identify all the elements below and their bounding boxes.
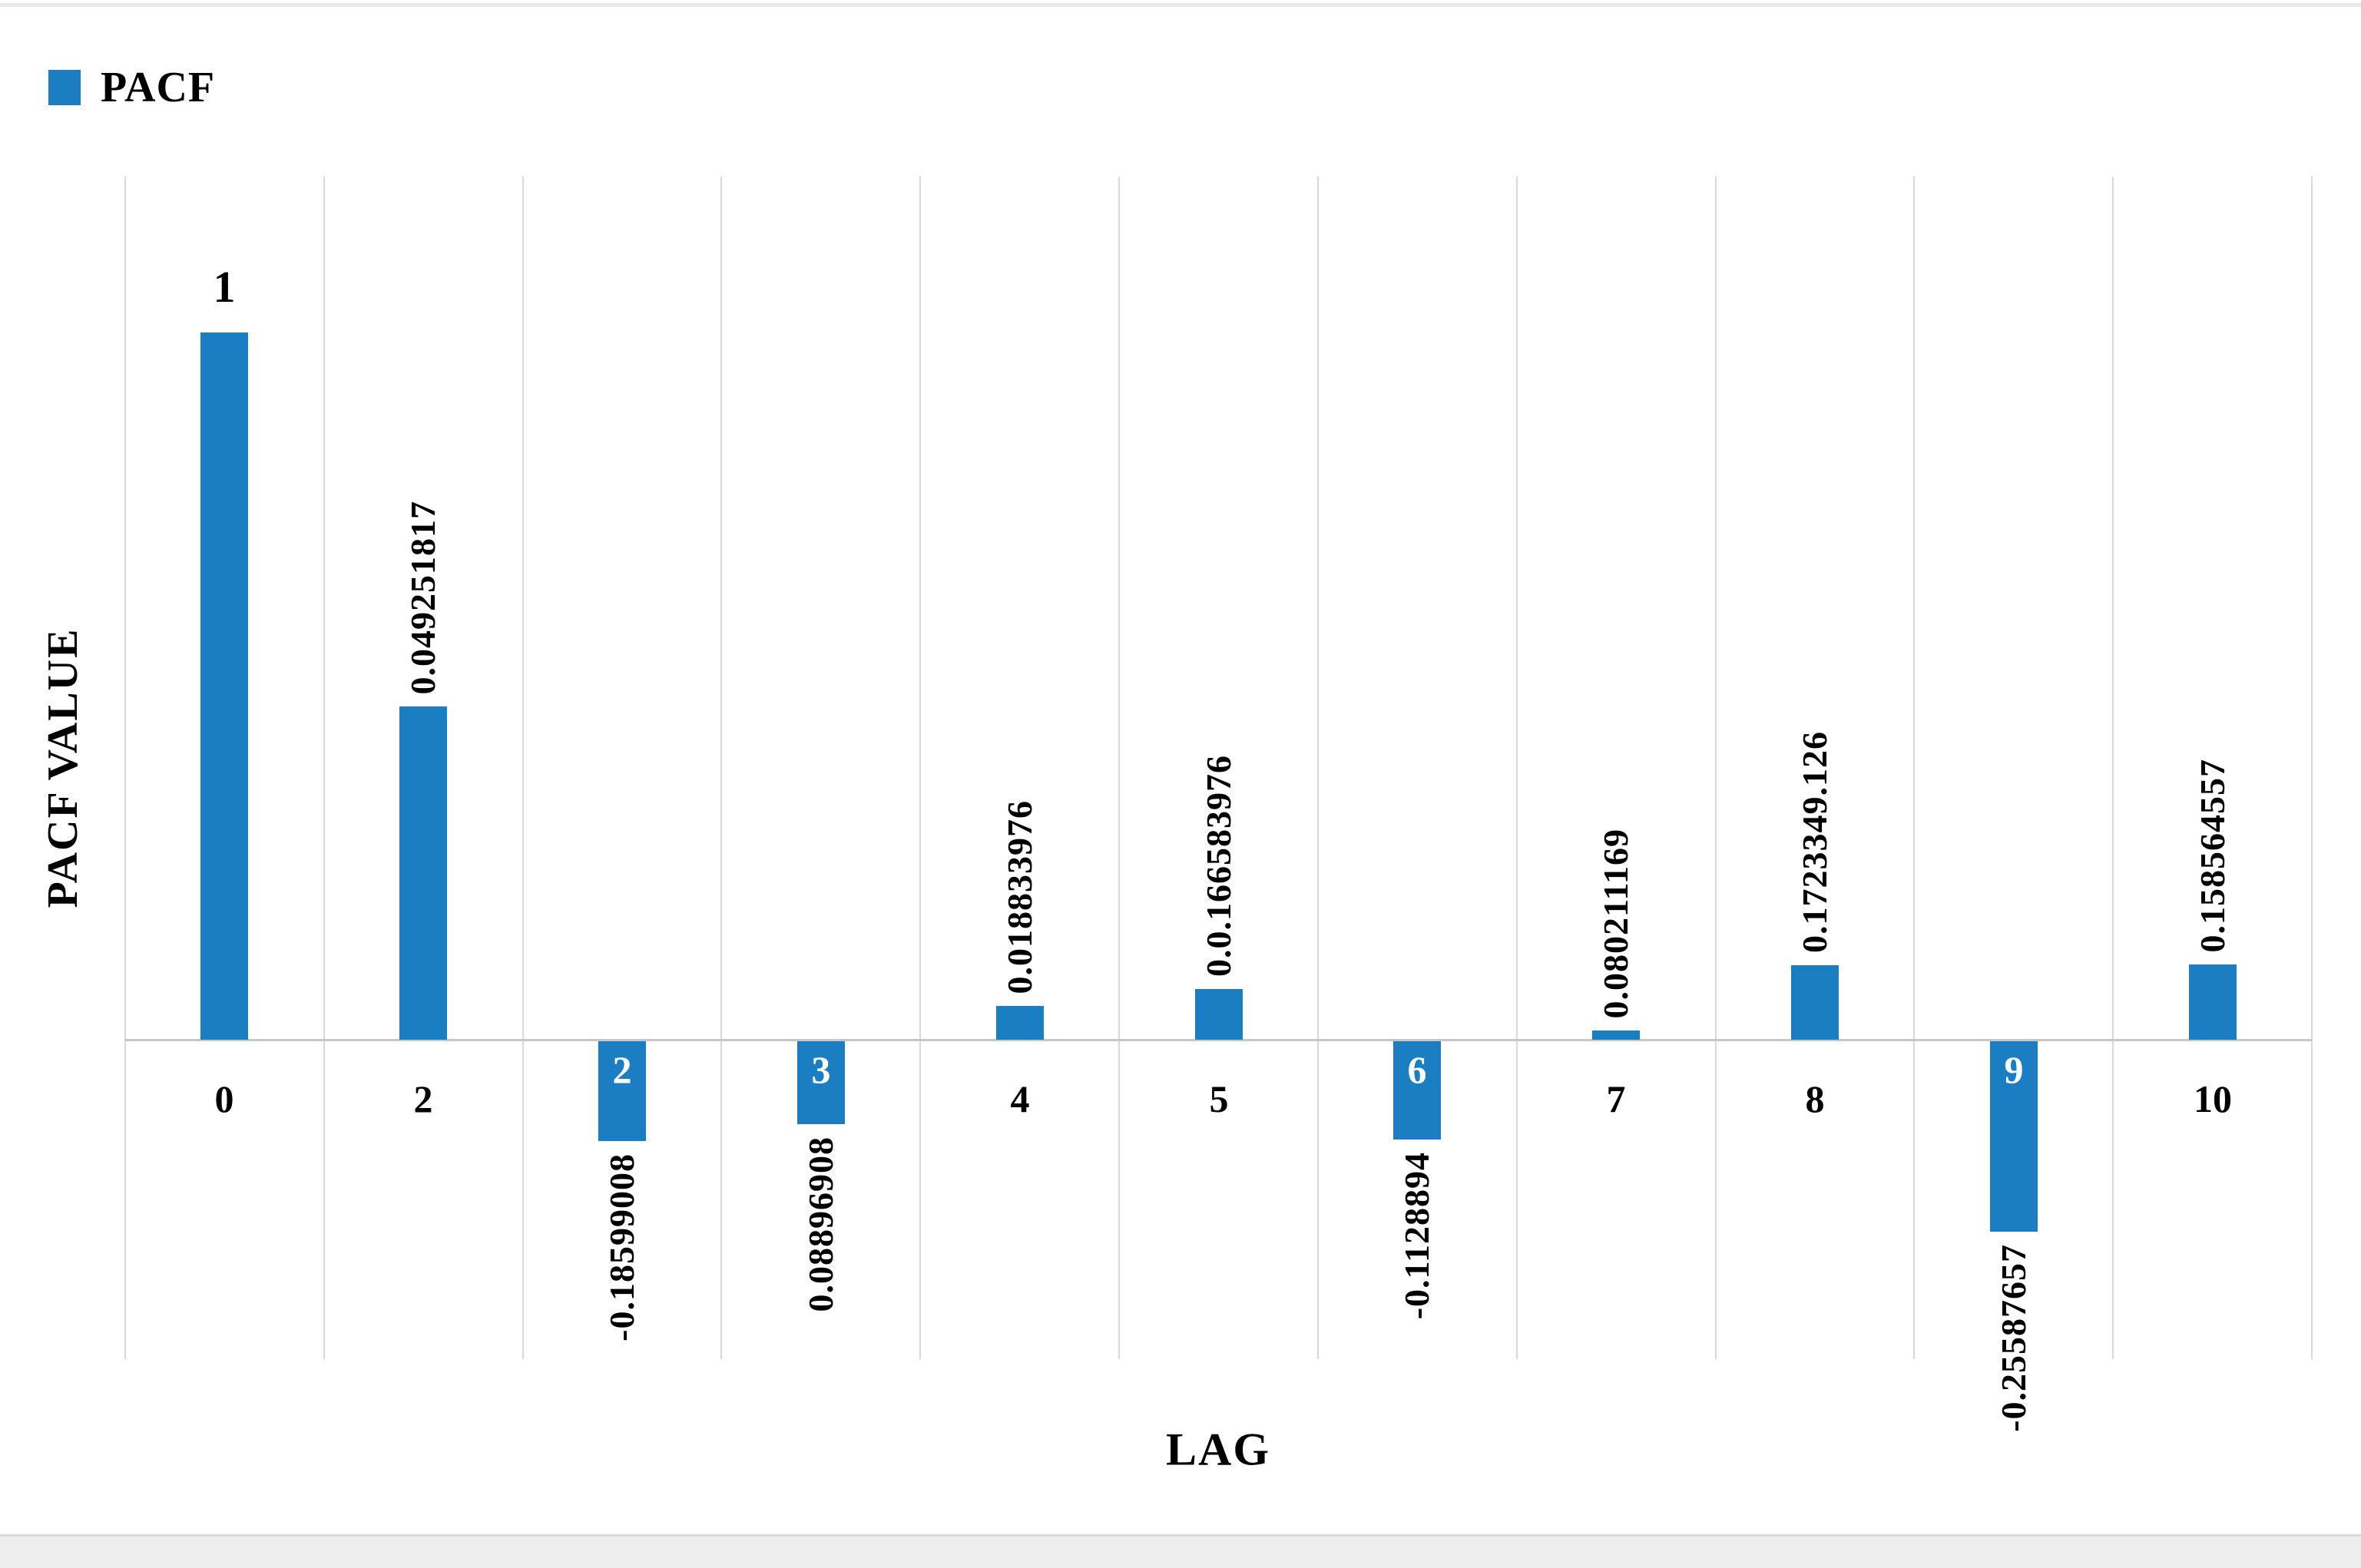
bar	[598, 1041, 646, 1141]
gridline	[1715, 177, 1717, 1359]
gridline	[2112, 177, 2114, 1359]
bar-value-label: 0.158564557	[2193, 758, 2232, 953]
gridline	[2311, 177, 2313, 1359]
gridline	[1118, 177, 1120, 1359]
bar	[1592, 1030, 1640, 1040]
bar	[1393, 1041, 1441, 1140]
bar	[797, 1041, 845, 1124]
x-tick-label: 5	[1209, 1077, 1229, 1120]
bar-value-label: 0.018833976	[1000, 799, 1039, 994]
gridline	[919, 177, 921, 1359]
gridline	[323, 177, 325, 1359]
legend-swatch-icon	[48, 70, 81, 105]
x-tick-label: 8	[1805, 1077, 1825, 1120]
x-axis-zero-line	[125, 1039, 2312, 1041]
bar-value-label: 0.1723349.126	[1795, 731, 1834, 953]
bottom-border-band	[0, 1534, 2361, 1568]
gridline	[1317, 177, 1319, 1359]
x-tick-label: 6	[1407, 1048, 1427, 1091]
x-tick-label: 10	[2194, 1077, 2232, 1120]
bar-value-label: 0.0.166583976	[1199, 755, 1238, 977]
bar-value-label: 0.08896908	[801, 1136, 840, 1312]
bar	[1990, 1041, 2038, 1232]
gridline	[720, 177, 722, 1359]
bar	[399, 706, 447, 1040]
bar-value-label: -0.1128894	[1397, 1152, 1436, 1320]
x-tick-label: 9	[2004, 1048, 2024, 1091]
bar-value-label: -0.25587657	[1994, 1244, 2033, 1432]
legend: PACF	[48, 63, 215, 112]
bar	[2189, 964, 2237, 1040]
x-tick-label: 4	[1010, 1077, 1030, 1120]
gridline	[522, 177, 524, 1359]
plot-area: 1 0 0.049251817 2 -0.18599008 2 0.08896908 3 0.0…	[124, 177, 2313, 1432]
gridline	[1913, 177, 1915, 1359]
y-axis-title: PACF VALUE	[39, 627, 87, 908]
x-tick-label: 2	[612, 1048, 632, 1091]
bar	[996, 1006, 1044, 1040]
legend-label: PACF	[101, 64, 216, 111]
bar	[1195, 989, 1243, 1040]
bar-value-label: 0.080211169	[1596, 828, 1635, 1018]
bar	[200, 332, 248, 1040]
bar-value-label: -0.18599008	[602, 1153, 641, 1341]
x-tick-label: 2	[413, 1077, 433, 1120]
bar	[1791, 965, 1839, 1040]
bar-value-label: 0.049251817	[403, 500, 442, 695]
gridline	[1516, 177, 1518, 1359]
x-tick-label: 3	[811, 1048, 831, 1091]
x-tick-label: 7	[1606, 1077, 1626, 1120]
x-tick-label: 0	[214, 1077, 234, 1120]
gridline	[124, 177, 126, 1359]
top-border-line	[0, 3, 2361, 7]
bar-value-label: 1	[213, 262, 236, 312]
x-axis-title: LAG	[1165, 1424, 1271, 1475]
